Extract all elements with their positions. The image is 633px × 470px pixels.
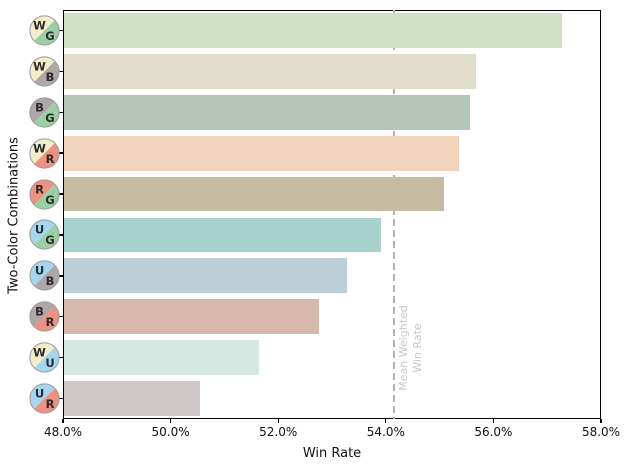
y-tick-ug <box>59 234 63 236</box>
svg-text:W: W <box>33 59 46 73</box>
x-tick-label-56: 56.0% <box>474 425 513 439</box>
color-pair-icon-rg: RG <box>29 178 60 210</box>
x-tick-54 <box>385 419 387 423</box>
x-tick-label-52: 52.0% <box>259 425 298 439</box>
svg-text:R: R <box>46 397 55 411</box>
y-tick-rg <box>59 193 63 195</box>
svg-text:U: U <box>35 264 44 278</box>
x-axis-label: Win Rate <box>302 446 362 461</box>
color-pair-icon-ur: UR <box>29 383 60 414</box>
y-tick-ur <box>59 397 63 400</box>
bar-ur <box>64 381 200 416</box>
x-tick-56 <box>492 419 495 423</box>
y-tick-wu <box>59 356 63 359</box>
svg-text:U: U <box>35 223 44 237</box>
color-pair-icon-wr: WR <box>29 138 60 169</box>
svg-text:B: B <box>35 305 44 319</box>
mean-line-label: Mean Weighted Win Rate <box>397 293 425 403</box>
x-tick-48 <box>62 419 64 423</box>
color-pair-icon-wb: WB <box>29 56 60 87</box>
x-tick-52 <box>277 419 279 423</box>
x-tick-label-58: 58.0% <box>581 425 621 439</box>
svg-text:B: B <box>35 100 44 114</box>
y-tick-bg <box>59 111 63 113</box>
x-tick-label-50: 50.0% <box>151 425 190 439</box>
y-tick-wr <box>59 152 63 154</box>
color-pair-icon-ug: UG <box>29 219 60 251</box>
mean-line-label-line2: Win Rate <box>410 323 424 373</box>
svg-text:W: W <box>33 141 46 155</box>
x-tick-58 <box>600 419 602 423</box>
x-tick-label-48: 48.0% <box>43 425 83 439</box>
x-tick-50 <box>169 419 172 423</box>
y-tick-ub <box>59 275 63 277</box>
y-tick-br <box>59 316 63 318</box>
color-pair-icon-bg: BG <box>29 97 60 128</box>
svg-text:G: G <box>45 29 54 43</box>
mean-weighted-win-rate-line <box>392 10 396 419</box>
svg-text:G: G <box>45 193 54 207</box>
svg-text:B: B <box>46 274 55 288</box>
svg-text:R: R <box>35 182 44 196</box>
y-axis-label: Two-Color Combinations <box>6 137 22 294</box>
color-pair-icon-wg: WG <box>29 15 60 46</box>
bar-ug <box>64 217 381 253</box>
bar-ub <box>64 258 348 294</box>
bar-wg <box>64 13 563 48</box>
svg-text:G: G <box>45 111 54 125</box>
color-pair-icon-ub: UB <box>29 260 60 291</box>
svg-text:G: G <box>45 233 54 247</box>
svg-text:B: B <box>46 70 55 84</box>
svg-text:U: U <box>45 356 54 370</box>
mean-line-label-line1: Mean Weighted <box>396 305 410 391</box>
svg-text:W: W <box>33 346 46 360</box>
bar-wb <box>64 53 476 89</box>
color-pair-icon-wu: WU <box>29 342 60 373</box>
y-tick-wg <box>59 29 63 32</box>
y-tick-wb <box>59 70 63 73</box>
bar-rg <box>64 176 444 212</box>
bar-bg <box>64 94 470 130</box>
x-tick-label-54: 54.0% <box>366 425 405 439</box>
svg-text:U: U <box>35 387 44 401</box>
bar-wu <box>64 340 260 376</box>
bar-br <box>64 299 320 335</box>
bar-wr <box>64 135 459 171</box>
svg-text:W: W <box>33 18 46 32</box>
color-pair-icon-br: BR <box>29 301 60 332</box>
svg-text:R: R <box>46 315 55 329</box>
svg-text:R: R <box>46 152 55 166</box>
